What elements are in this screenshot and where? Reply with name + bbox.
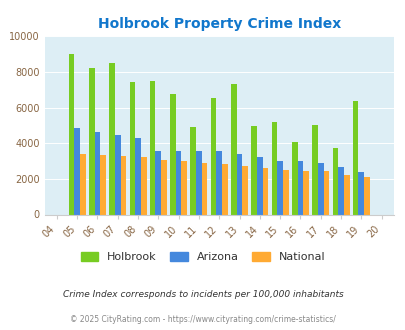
Text: Crime Index corresponds to incidents per 100,000 inhabitants: Crime Index corresponds to incidents per… (62, 290, 343, 299)
Bar (201, 163, 207, 214)
Bar (303, 171, 308, 214)
Bar (170, 94, 175, 214)
Bar (161, 160, 166, 214)
Bar (181, 161, 187, 214)
Bar (94, 132, 100, 214)
Bar (256, 157, 262, 214)
Bar (277, 161, 282, 214)
Bar (74, 128, 80, 214)
Bar (317, 163, 323, 214)
Bar (68, 54, 74, 214)
Bar (109, 63, 115, 214)
Bar (135, 138, 141, 214)
Legend: Holbrook, Arizona, National: Holbrook, Arizona, National (76, 248, 329, 267)
Bar (358, 172, 363, 214)
Bar (297, 161, 303, 214)
Bar (190, 127, 196, 214)
Bar (129, 82, 135, 214)
Bar (141, 157, 146, 214)
Bar (242, 166, 247, 214)
Title: Holbrook Property Crime Index: Holbrook Property Crime Index (97, 17, 340, 31)
Bar (262, 168, 268, 214)
Bar (236, 154, 242, 214)
Bar (311, 124, 317, 214)
Bar (89, 68, 94, 215)
Bar (80, 154, 85, 214)
Bar (155, 151, 161, 214)
Bar (222, 164, 227, 214)
Text: © 2025 CityRating.com - https://www.cityrating.com/crime-statistics/: © 2025 CityRating.com - https://www.city… (70, 315, 335, 324)
Bar (282, 170, 288, 215)
Bar (337, 167, 343, 214)
Bar (210, 98, 216, 214)
Bar (230, 84, 236, 214)
Bar (332, 148, 337, 214)
Bar (196, 151, 201, 214)
Bar (343, 175, 349, 214)
Bar (352, 101, 358, 214)
Bar (363, 177, 369, 214)
Bar (291, 142, 297, 214)
Bar (216, 151, 222, 214)
Bar (251, 126, 256, 214)
Bar (175, 151, 181, 214)
Bar (115, 135, 120, 214)
Bar (100, 155, 106, 214)
Bar (149, 81, 155, 214)
Bar (323, 171, 328, 214)
Bar (271, 122, 277, 214)
Bar (120, 156, 126, 214)
